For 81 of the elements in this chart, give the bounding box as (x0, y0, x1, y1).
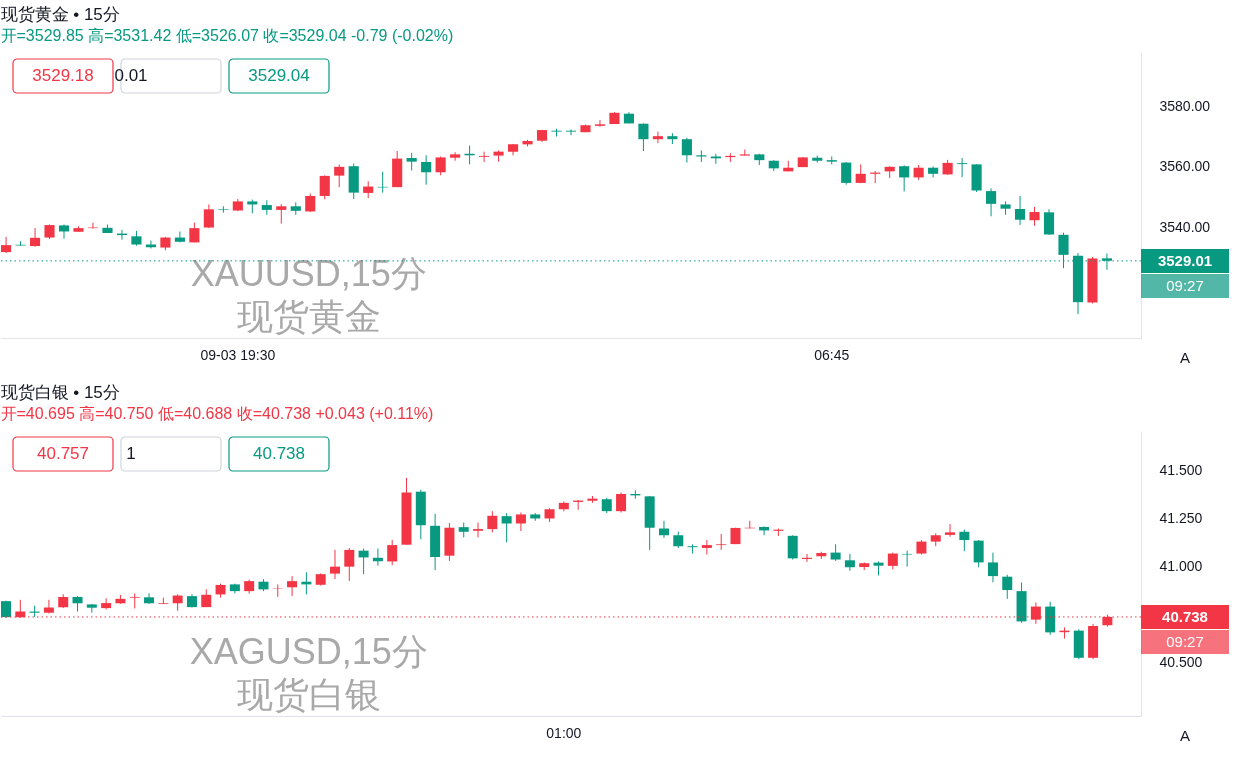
annotation: XAGUSD,15分 (189, 631, 428, 673)
candlestick (716, 533, 727, 551)
y-tick-label: 3560.00 (1159, 158, 1211, 175)
candlestick (787, 534, 798, 561)
candlestick (218, 205, 229, 214)
candlestick (319, 174, 330, 200)
candlestick (334, 163, 345, 188)
annotation: 3529.18 (32, 66, 94, 85)
candlestick (945, 523, 956, 538)
candlestick (899, 164, 910, 192)
chart-title: 现货白银 • 15分 (0, 383, 120, 402)
candlestick (43, 599, 54, 614)
candlestick (959, 529, 970, 552)
y-tick-label: 40.500 (1159, 654, 1203, 671)
candlestick (1029, 206, 1040, 227)
candlestick (473, 522, 484, 538)
candlestick (287, 575, 298, 597)
candlestick (1043, 208, 1055, 236)
text: 09:27 (1166, 632, 1204, 650)
candlestick (957, 157, 968, 178)
annotation: 40.757 (37, 444, 89, 463)
candlestick (710, 153, 721, 165)
annotation: 3529.04 (248, 66, 310, 85)
candlestick (272, 583, 283, 598)
candlestick (387, 539, 398, 566)
y-tick-label: 3580.00 (1159, 97, 1211, 114)
candlestick (986, 187, 997, 217)
candlestick (515, 512, 526, 532)
candlestick (435, 156, 446, 176)
chart-subtitle: 开=3529.85 高=3531.42 低=3526.07 收=3529.04 -0.79 (-0.02%) (0, 27, 454, 44)
candlestick (329, 549, 340, 580)
chart-subtitle: 开=40.695 高=40.750 低=40.688 收=40.738 +0.043 (+0.11%) (0, 405, 434, 422)
annotation: 现货黄金 (236, 296, 381, 338)
candlestick (1002, 574, 1013, 600)
candlestick (479, 151, 490, 163)
x-tick-label: 01:00 (546, 724, 582, 741)
candlestick (902, 550, 913, 568)
candlestick (29, 227, 41, 248)
candlestick (129, 592, 140, 609)
candlestick (487, 510, 498, 533)
candlestick (174, 230, 185, 243)
ref-line-label: 3529.01 (1157, 251, 1213, 269)
candlestick (276, 203, 287, 225)
annotation: 0.01 (114, 66, 148, 85)
annotation: 1 (126, 444, 136, 463)
candlestick (501, 512, 512, 543)
text: A (1179, 727, 1191, 744)
candlestick (305, 193, 316, 213)
y-tick-label: 3540.00 (1159, 219, 1211, 236)
x-tick-label: 09-03 19:30 (200, 346, 276, 363)
candlestick (594, 119, 606, 128)
candlestick (844, 553, 855, 572)
candlestick (1014, 195, 1026, 226)
y-tick-label: 41.500 (1159, 461, 1203, 478)
text: A (1179, 349, 1191, 366)
candlestick (987, 552, 998, 583)
candlestick (144, 592, 155, 605)
candlestick (101, 597, 112, 610)
x-tick-label: 06:45 (814, 346, 850, 363)
ref-line-label: 40.738 (1162, 607, 1208, 625)
candlestick (841, 161, 852, 186)
candlestick (58, 223, 70, 240)
candlestick (652, 131, 663, 144)
text: 09:27 (1166, 276, 1204, 294)
candlestick (344, 547, 355, 582)
annotation: 40.738 (253, 444, 305, 463)
candlestick (421, 154, 432, 186)
candlestick (450, 151, 461, 162)
chart-title: 现货黄金 • 15分 (0, 5, 120, 24)
candlestick (638, 122, 649, 152)
candlestick (1, 236, 12, 254)
candlestick (565, 128, 577, 136)
y-tick-label: 41.250 (1159, 509, 1203, 526)
candlestick (701, 539, 712, 556)
candlestick (973, 539, 984, 568)
y-tick-label: 41.000 (1159, 557, 1203, 574)
annotation: 现货白银 (236, 674, 381, 716)
candlestick (681, 137, 692, 164)
annotation: XAUUSD,15分 (190, 253, 427, 295)
candlestick (687, 543, 698, 555)
candlestick (616, 491, 627, 514)
